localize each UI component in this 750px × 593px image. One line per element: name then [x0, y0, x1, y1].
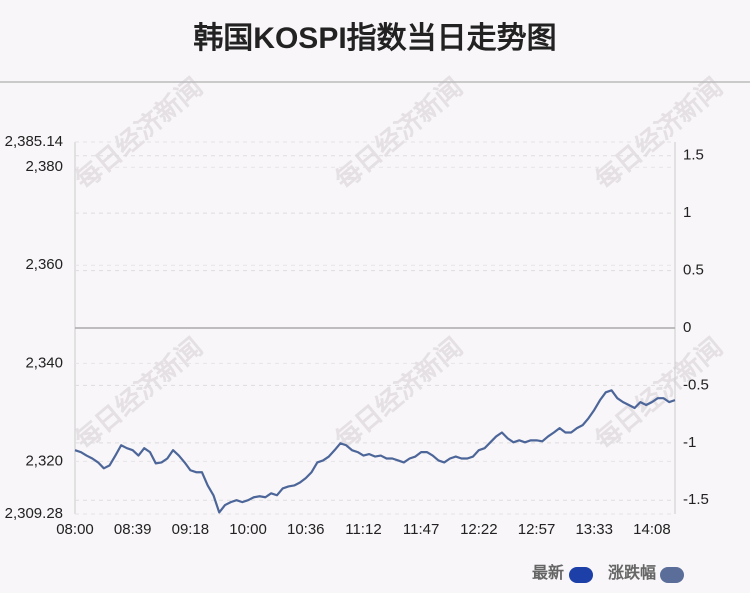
legend-swatch: [660, 567, 684, 583]
y-tick-label: 2,385.14: [5, 133, 63, 150]
y-tick-label: 2,320: [25, 452, 63, 469]
y2-tick-label: 0.5: [683, 262, 704, 279]
x-tick-label: 10:36: [287, 521, 325, 538]
x-tick-label: 10:00: [229, 521, 267, 538]
y2-tick-label: 0: [683, 319, 691, 336]
y2-tick-label: -1.5: [683, 491, 709, 508]
y-tick-label: 2,360: [25, 256, 63, 273]
y-tick-label: 2,380: [25, 158, 63, 175]
y2-tick-label: -0.5: [683, 376, 709, 393]
x-tick-label: 12:57: [518, 521, 556, 538]
x-tick-label: 12:22: [460, 521, 498, 538]
x-tick-label: 08:39: [114, 521, 152, 538]
x-tick-label: 09:18: [172, 521, 210, 538]
y2-tick-label: 1.5: [683, 147, 704, 164]
x-tick-label: 14:08: [633, 521, 671, 538]
y2-tick-label: -1: [683, 434, 696, 451]
x-tick-label: 11:12: [345, 521, 381, 538]
y-tick-label: 2,340: [25, 354, 63, 371]
legend-label: 涨跌幅: [608, 563, 656, 582]
y-tick-label: 2,309.28: [5, 505, 63, 522]
series-line: [74, 389, 676, 514]
y2-tick-label: 1: [683, 204, 691, 221]
legend-label: 最新: [532, 563, 564, 582]
legend-swatch: [569, 567, 593, 583]
chart-title: 韩国KOSPI指数当日走势图: [193, 22, 556, 55]
x-tick-label: 11:47: [403, 521, 439, 538]
x-tick-label: 13:33: [575, 521, 613, 538]
x-tick-label: 08:00: [56, 521, 94, 538]
